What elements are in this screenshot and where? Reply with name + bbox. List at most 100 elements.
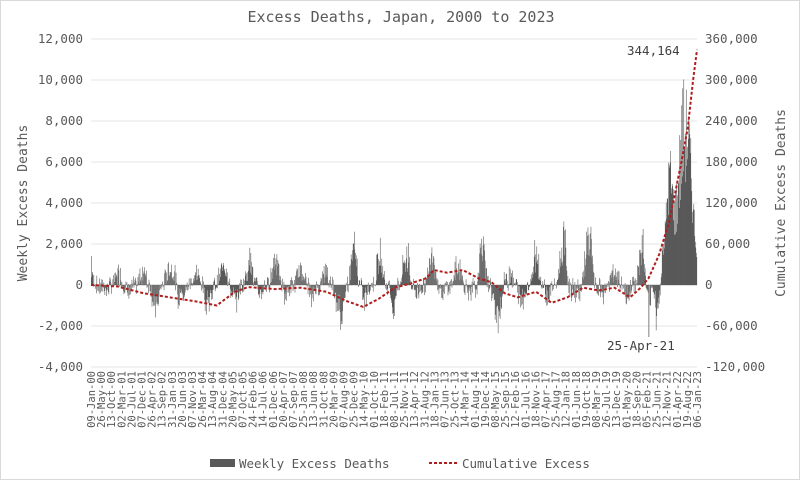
weekly-bar: [671, 188, 673, 285]
y-right-tick-label: 0: [705, 277, 713, 292]
weekly-bar: [188, 285, 189, 287]
weekly-bar: [690, 138, 692, 285]
weekly-bar: [383, 271, 385, 285]
legend: Weekly Excess Deaths Cumulative Excess: [210, 456, 590, 471]
weekly-bar: [317, 285, 318, 288]
weekly-bar: [123, 285, 125, 295]
weekly-bar: [124, 285, 125, 293]
weekly-bar: [311, 285, 312, 308]
weekly-bar: [196, 275, 198, 285]
weekly-bar: [208, 285, 209, 297]
weekly-bar: [438, 285, 440, 294]
weekly-bar: [138, 282, 139, 285]
weekly-bar: [256, 277, 257, 285]
weekly-bar: [476, 285, 478, 295]
weekly-bar: [460, 279, 462, 285]
weekly-bar: [334, 285, 336, 293]
weekly-bar: [409, 275, 411, 285]
weekly-bar: [407, 268, 409, 285]
weekly-bar: [619, 285, 621, 291]
weekly-bar: [440, 285, 442, 289]
weekly-bar: [265, 285, 266, 288]
weekly-bar: [148, 285, 149, 294]
weekly-bar: [139, 268, 141, 285]
x-tick-label: 31-Jan-03: [167, 371, 179, 428]
weekly-bar: [190, 278, 191, 285]
weekly-bar: [478, 278, 479, 285]
weekly-bar: [277, 260, 279, 285]
weekly-bar: [579, 285, 581, 302]
weekly-bar: [428, 276, 429, 285]
weekly-bar: [623, 285, 624, 289]
weekly-bar: [313, 285, 315, 288]
weekly-bar: [359, 280, 360, 285]
weekly-bar: [245, 275, 247, 285]
weekly-bar: [98, 285, 100, 292]
weekly-bar: [549, 285, 551, 288]
weekly-bar: [497, 285, 499, 334]
weekly-bar: [361, 285, 363, 287]
weekly-bar: [473, 282, 474, 285]
weekly-bar: [295, 275, 297, 285]
weekly-bar: [308, 277, 309, 285]
weekly-bar: [582, 276, 583, 285]
weekly-bar: [209, 285, 211, 294]
weekly-bar: [114, 273, 116, 285]
weekly-bar: [118, 264, 119, 285]
weekly-bar: [661, 273, 662, 285]
weekly-bar: [585, 258, 587, 285]
weekly-bar: [483, 244, 485, 285]
weekly-bar: [621, 285, 623, 290]
weekly-bar: [327, 282, 329, 285]
weekly-bar: [411, 285, 413, 290]
weekly-bar: [544, 279, 545, 285]
weekly-bar: [417, 283, 418, 285]
weekly-bar: [453, 280, 454, 285]
weekly-bar: [226, 272, 228, 285]
weekly-bar: [109, 277, 111, 285]
weekly-bar: [464, 285, 465, 294]
weekly-bar: [501, 285, 503, 297]
y-left-tick-label: 8,000: [45, 113, 83, 128]
weekly-bar: [131, 285, 132, 292]
weekly-bar: [491, 285, 492, 301]
weekly-bar: [658, 285, 660, 304]
weekly-bar: [237, 285, 239, 293]
weekly-bar: [664, 238, 665, 285]
weekly-bar: [179, 285, 181, 293]
weekly-bar: [328, 283, 329, 285]
weekly-bar: [507, 285, 509, 291]
weekly-bar: [378, 259, 380, 285]
weekly-bar: [505, 283, 506, 285]
weekly-bar: [575, 285, 576, 303]
weekly-bar: [157, 285, 158, 304]
weekly-bar: [357, 276, 358, 285]
weekly-bar: [349, 280, 351, 285]
weekly-bar: [519, 285, 521, 295]
weekly-bar: [672, 189, 674, 285]
weekly-bar: [171, 277, 173, 285]
weekly-bar: [611, 270, 613, 285]
weekly-bar: [541, 285, 543, 287]
weekly-bar: [605, 285, 607, 289]
weekly-bar: [652, 285, 654, 292]
weekly-bar: [363, 285, 364, 300]
weekly-bar: [193, 280, 195, 285]
weekly-bar: [106, 285, 108, 291]
x-tick-label: 07-Jun-13: [440, 371, 452, 428]
x-tick-label: 25-Nov-11: [399, 371, 411, 428]
weekly-bar: [175, 285, 176, 291]
weekly-bar: [161, 285, 163, 288]
y-right-tick-label: 300,000: [705, 72, 758, 87]
weekly-bar: [239, 285, 241, 293]
weekly-bar: [598, 285, 600, 286]
weekly-bar: [255, 281, 256, 285]
weekly-bar: [404, 263, 405, 285]
annotations: 344,164 25-Apr-21: [607, 43, 680, 353]
weekly-bar: [502, 285, 504, 289]
weekly-bar: [342, 285, 344, 303]
weekly-bar: [184, 285, 186, 293]
weekly-bar: [248, 260, 250, 285]
weekly-bar: [696, 257, 698, 285]
weekly-bar: [649, 285, 651, 306]
